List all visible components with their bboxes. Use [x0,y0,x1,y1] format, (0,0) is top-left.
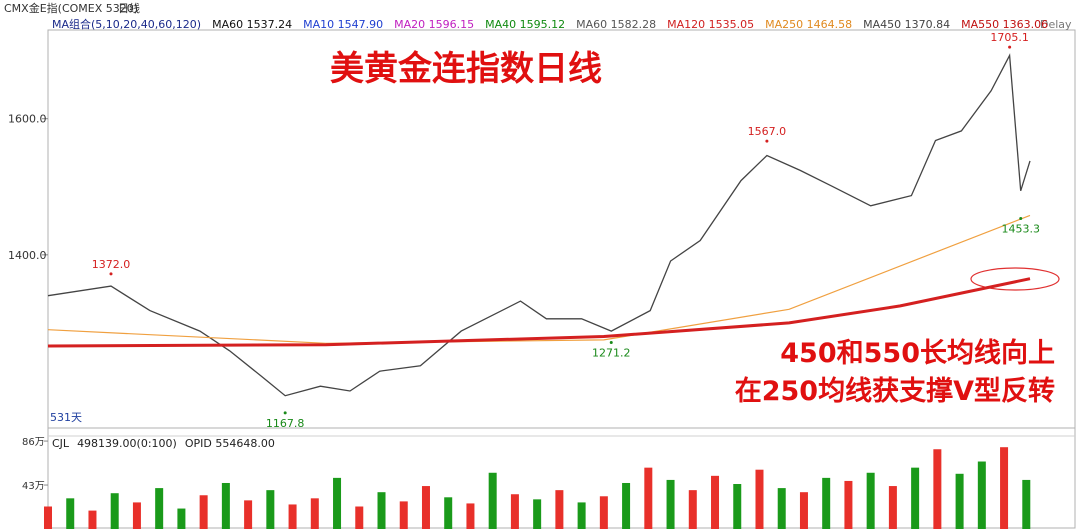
indicator-value: 498139.00(0:100) [77,437,177,450]
volume-bar [177,508,186,529]
volume-bar [399,501,408,529]
opid: OPID 554648.00 [184,437,275,450]
highlight-ellipse [970,267,1060,291]
volume-bar [377,492,386,529]
plot-frame [47,29,1076,529]
volume-bar [733,484,742,529]
volume-bar [1022,479,1031,529]
volume-bar [688,490,697,529]
ma-item: MA20 1596.15 [394,18,475,31]
extreme-label: 1567.0 [748,125,787,138]
extreme-point [765,139,769,143]
extreme-point [1008,45,1012,49]
volume-bar [888,486,897,529]
price-line [47,53,1031,397]
volume-bar [599,496,608,529]
ma-group: MA组合(5,10,20,40,60,120) [52,18,202,31]
volume-bar [844,480,853,529]
volume-bar [444,497,453,529]
y-tick-label: 1600.0 [8,113,47,126]
volume-bar [199,495,208,529]
volume-bar [310,498,319,529]
note: 在250均线获支撑V型反转 [734,376,1055,407]
volume-bar [977,461,986,529]
extreme-point [109,272,113,276]
ma-item: MA60 1537.24 [212,18,293,31]
ma-item: MA60 1582.28 [576,18,657,31]
volume-bar [666,479,675,529]
volume-bar [711,475,720,529]
extreme-label: 1372.0 [92,258,131,271]
volume-bar [533,499,542,529]
volume-bar [132,502,141,529]
volume-bar [911,467,920,529]
chart-title: 美黄金连指数日线 [330,49,602,89]
volume-bar [288,504,297,529]
volume-bar [755,469,764,529]
volume-bar [955,473,964,529]
extreme-point [609,341,613,345]
volume-bar [799,492,808,529]
volume-bar [644,467,653,529]
volume-bar [866,472,875,529]
price-line [47,214,1031,344]
ma-item: MA40 1595.12 [485,18,566,31]
indicator: CJL [52,437,70,450]
ma-item: MA10 1547.90 [303,18,384,31]
volume-bar [221,482,230,529]
volume-bar [1000,447,1009,529]
note: 450和550长均线向上 [780,338,1055,369]
volume-bar [266,490,275,529]
y-tick-label: 1400.0 [8,249,47,262]
price-line [47,277,1031,348]
period: 日线 [118,2,140,15]
volume-bar [822,477,831,529]
volume-header: CJL 498139.00(0:100) OPID 554648.00 [52,437,275,451]
volume-bar [577,502,586,529]
volume-bar [155,488,164,529]
volume-bar [555,490,564,529]
volume-bar [44,506,52,529]
volume-bar [66,498,75,529]
ma-item: MA120 1535.05 [667,18,755,31]
volume-bar [466,503,475,529]
extreme-point [1019,217,1023,221]
ma-item: MA250 1464.58 [765,18,853,31]
instrument: CMX金E指(COMEX 5320) [4,2,139,15]
volume-bar [777,488,786,529]
volume-bar [88,510,97,529]
extreme-point [283,411,287,415]
ma-item: MA550 1363.06 [961,18,1049,31]
ma-legend: MA组合(5,10,20,40,60,120) MA60 1537.24 MA1… [52,18,1048,32]
volume-bar [488,472,497,529]
volume-bar [333,477,342,529]
status: Delay [1040,18,1072,31]
volume-bar [110,493,119,529]
extreme-label: 1167.8 [266,417,305,430]
marks: 1400.0 1600.0 1372.0 1167.8 1271.2 1567.0 1705… [8,31,1040,529]
extreme-label: 1705.1 [990,31,1029,44]
volume-bar [355,506,364,529]
extreme-label: 1453.3 [1001,223,1040,236]
volume-bar [244,500,253,529]
volume-bar [510,494,519,529]
ma-item: MA450 1370.84 [863,18,951,31]
volume-bar [622,482,631,529]
bar-count: 531天 [50,411,82,424]
volume-bar [933,449,942,529]
extreme-label: 1271.2 [592,347,631,360]
y-tick-label: 86万 [22,437,45,448]
volume-bar [421,486,430,529]
y-tick-label: 43万 [22,481,45,492]
